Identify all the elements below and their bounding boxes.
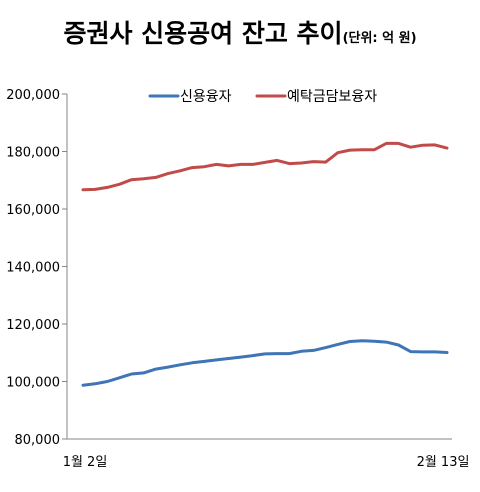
legend-label: 신용융자: [180, 89, 232, 105]
series-line: [81, 339, 449, 387]
series-lines: [81, 141, 449, 387]
axes: [66, 94, 452, 440]
x-tick-label: 1월 2일: [63, 455, 108, 470]
y-tick-label: 140,000: [6, 261, 60, 276]
x-axis-ticks: 1월 2일 2월 13일: [63, 455, 470, 470]
y-tick-label: 160,000: [6, 203, 60, 218]
legend-label: 예탁금담보융자: [287, 89, 377, 105]
x-tick-label: 2월 13일: [417, 455, 470, 470]
y-tick-label: 200,000: [6, 88, 60, 103]
series-line: [81, 141, 449, 192]
y-axis-ticks: 80,000 100,000 120,000 140,000 160,000 180,00…: [6, 88, 67, 448]
chart-subtitle: (단위: 억 원): [342, 31, 417, 46]
legend: 신용융자 예탁금담보융자: [148, 89, 377, 105]
chart-title: 증권사 신용공여 잔고 추이: [63, 19, 343, 48]
y-tick-label: 80,000: [15, 433, 61, 448]
y-tick-label: 120,000: [6, 318, 60, 333]
y-tick-label: 180,000: [6, 146, 60, 161]
y-tick-label: 100,000: [6, 376, 60, 391]
chart-title-block: 증권사 신용공여 잔고 추이(단위: 억 원): [0, 14, 480, 50]
